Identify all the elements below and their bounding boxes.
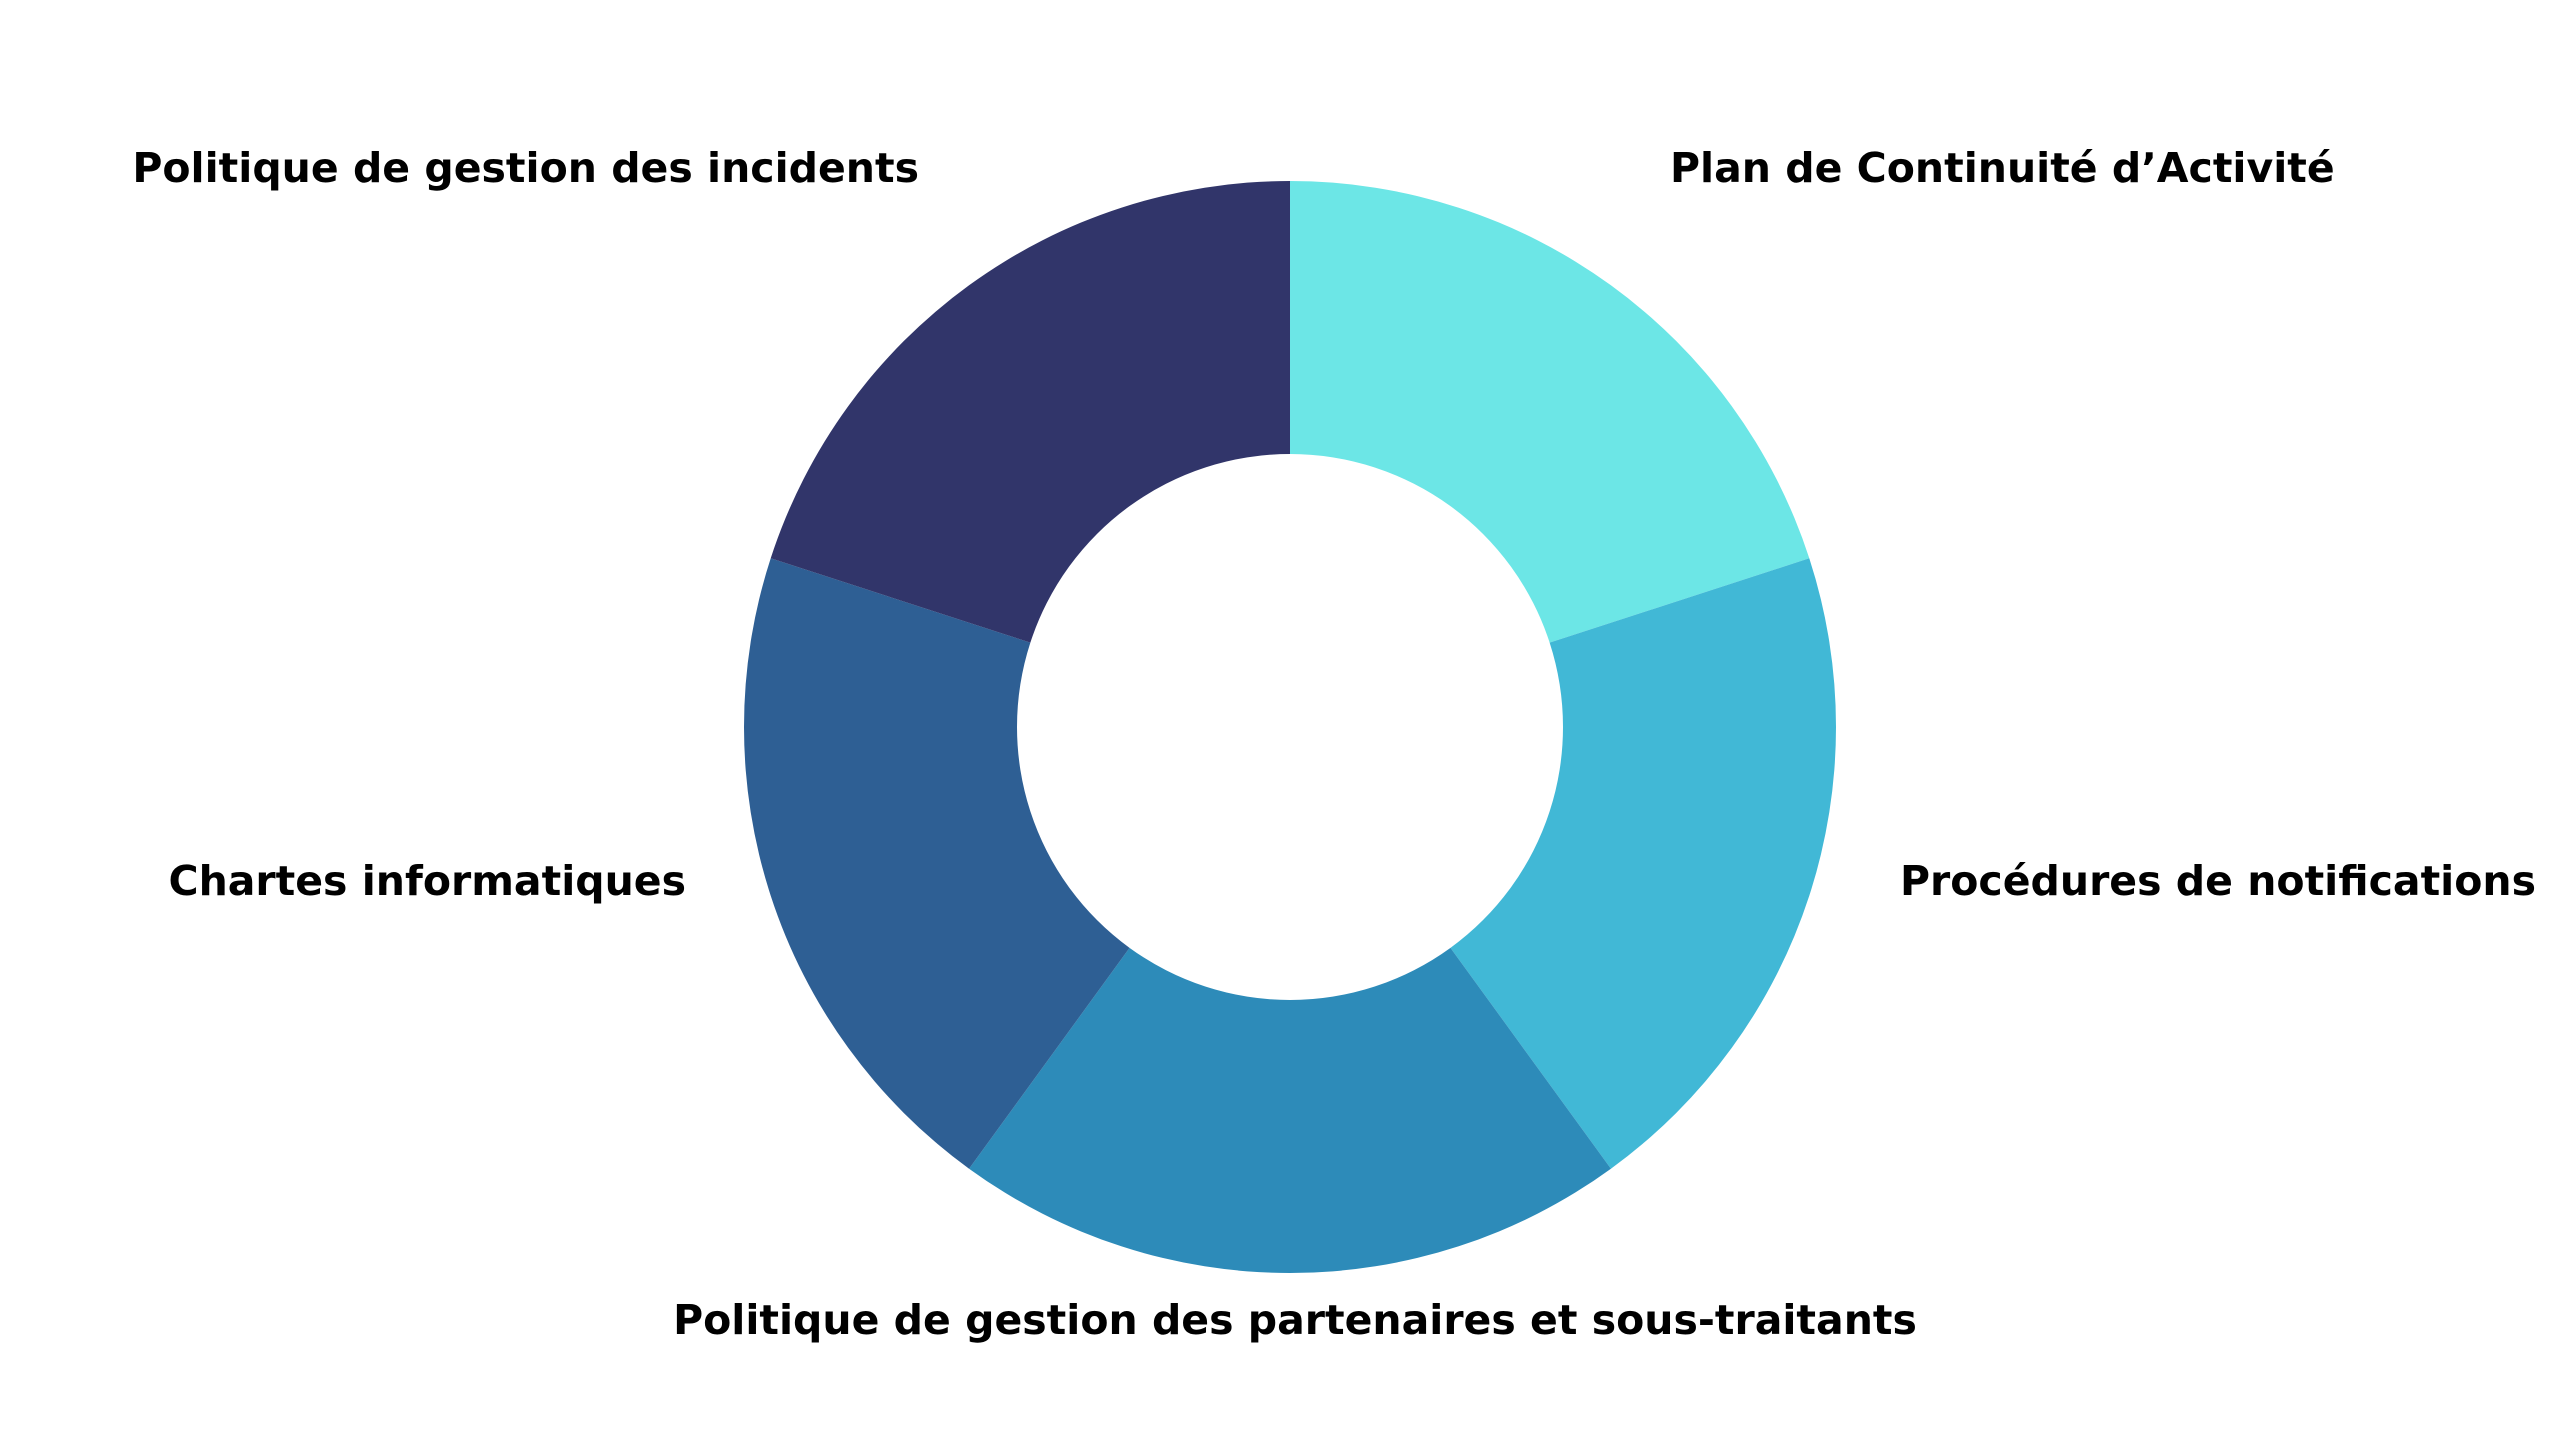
donut-slice-4 — [744, 558, 1130, 1169]
slice-label-2: Procédures de notifications — [1900, 857, 2536, 905]
donut-slice-3 — [969, 947, 1611, 1273]
donut-slice-5 — [770, 181, 1290, 643]
slice-label-3: Politique de gestion des partenaires et … — [673, 1296, 1917, 1344]
slice-label-1: Plan de Continuité d’Activité — [1670, 144, 2335, 192]
donut-slices — [744, 181, 1836, 1273]
slice-label-4: Chartes informatiques — [168, 857, 686, 905]
slice-labels: Plan de Continuité d’Activité Procédures … — [132, 144, 2536, 1344]
slice-label-5: Politique de gestion des incidents — [132, 144, 919, 192]
donut-slice-2 — [1450, 558, 1836, 1169]
donut-slice-1 — [1290, 181, 1810, 643]
